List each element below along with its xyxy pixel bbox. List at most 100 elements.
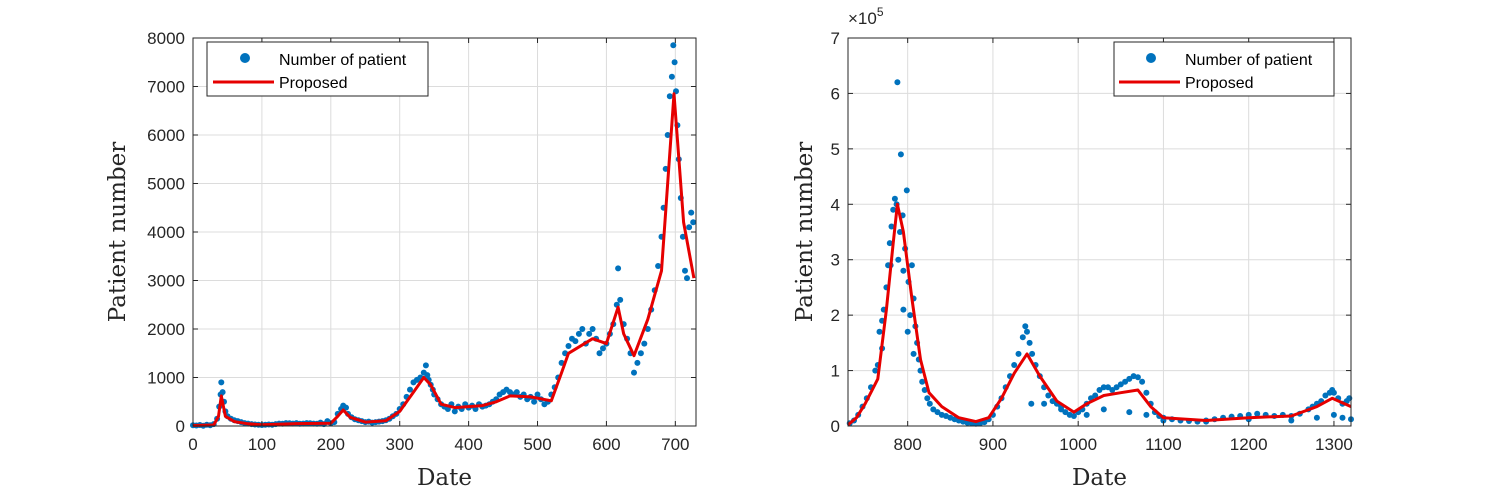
data-point <box>897 151 904 158</box>
data-point <box>1011 362 1018 368</box>
data-point <box>888 223 895 230</box>
data-point <box>407 386 413 393</box>
legend-marker-points-right <box>1146 53 1156 63</box>
data-point <box>1092 392 1099 399</box>
legend-label-points-right: Number of patient <box>1185 52 1313 69</box>
x-tick-label: 1200 <box>1230 435 1268 454</box>
data-point <box>668 73 675 80</box>
y-ticks-right: 0 1 2 3 4 5 6 7 <box>831 29 1351 436</box>
y-tick-label: 3 <box>831 251 840 270</box>
legend-box-left <box>206 41 429 97</box>
legend-left: Number of patient Proposed <box>206 41 429 97</box>
data-point <box>589 326 596 332</box>
data-point <box>1070 413 1077 419</box>
chart-left: 0 100 200 300 400 500 600 700 0 1000 2000 3000 4000… <box>105 29 697 491</box>
data-point <box>343 404 349 411</box>
x-tick-label: 500 <box>523 435 551 454</box>
data-point <box>218 379 225 386</box>
y-tick-label: 3000 <box>147 272 185 291</box>
data-point <box>1139 378 1146 385</box>
data-point <box>600 345 606 352</box>
data-point <box>1313 414 1320 421</box>
y-tick-label: 5000 <box>147 175 185 194</box>
legend-label-line-right: Proposed <box>1185 75 1254 92</box>
data-point <box>686 224 693 231</box>
data-point <box>1330 389 1337 396</box>
y-tick-label: 0 <box>831 417 840 436</box>
data-point <box>1024 328 1030 335</box>
y-tick-label: 6000 <box>147 126 185 145</box>
data-point <box>1254 410 1261 417</box>
x-tick-label: 400 <box>454 435 482 454</box>
x-ticks-right: 800 900 1000 1100 1200 1300 <box>893 38 1353 454</box>
legend-label-points-left: Number of patient <box>279 52 407 69</box>
data-point <box>919 378 926 385</box>
x-tick-label: 100 <box>248 435 276 454</box>
y-tick-label: 2 <box>831 306 840 325</box>
data-point <box>655 263 662 269</box>
data-point <box>1096 387 1103 393</box>
data-point <box>219 389 226 396</box>
data-point <box>1045 392 1052 399</box>
data-point <box>644 326 651 332</box>
x-axis-label-left: Date <box>417 465 472 491</box>
data-point <box>1026 339 1033 346</box>
y-axis-exponent: ×105 <box>848 5 884 28</box>
data-point <box>1062 409 1069 416</box>
data-point <box>1100 406 1107 413</box>
data-point <box>1105 384 1111 391</box>
data-point <box>596 350 603 357</box>
data-point <box>1015 350 1022 357</box>
data-point <box>670 42 677 49</box>
x-tick-label: 1100 <box>1145 435 1182 454</box>
y-tick-label: 4 <box>831 195 840 214</box>
data-point <box>579 326 586 332</box>
data-point <box>1028 400 1035 407</box>
x-tick-label: 0 <box>188 435 197 454</box>
data-point <box>1117 381 1124 388</box>
proposed-line-right <box>847 202 1352 427</box>
data-point <box>513 389 520 396</box>
data-point <box>451 408 458 415</box>
x-tick-label: 900 <box>979 435 1007 454</box>
data-point <box>908 262 915 269</box>
data-point <box>1330 411 1337 418</box>
x-tick-label: 1000 <box>1059 435 1097 454</box>
data-point <box>422 362 429 369</box>
data-point <box>565 343 572 349</box>
data-point <box>921 387 928 393</box>
data-point <box>634 359 641 366</box>
plot-area-right <box>848 38 1351 426</box>
legend-box-right <box>1113 41 1335 97</box>
x-tick-label: 200 <box>317 435 345 454</box>
data-point <box>1143 389 1150 396</box>
data-point <box>586 330 593 337</box>
data-point <box>1109 387 1116 393</box>
x-tick-label: 800 <box>893 435 921 454</box>
exponent-base: ×10 <box>848 9 877 28</box>
data-point <box>907 312 914 319</box>
axes-frame-right <box>847 37 1352 427</box>
data-point <box>900 306 907 313</box>
data-point <box>894 79 901 86</box>
data-point <box>895 256 902 263</box>
data-point <box>872 367 879 374</box>
y-axis-label-right: Patient number <box>792 142 818 323</box>
legend-right: Number of patient Proposed <box>1113 41 1335 97</box>
data-point <box>891 195 898 202</box>
data-point <box>1143 411 1150 418</box>
data-point <box>1019 334 1026 341</box>
data-point <box>572 338 579 345</box>
data-point <box>1288 417 1295 424</box>
data-point <box>682 267 688 274</box>
y-tick-label: 6 <box>831 84 840 103</box>
data-point <box>1339 414 1346 421</box>
y-ticks-left: 0 1000 2000 3000 4000 5000 6000 7000 8000 <box>147 29 696 436</box>
x-ticks-left: 0 100 200 300 400 500 600 700 <box>188 38 690 454</box>
data-point <box>679 233 686 240</box>
data-point <box>934 409 941 416</box>
data-point <box>890 206 897 213</box>
data-point <box>688 209 695 216</box>
